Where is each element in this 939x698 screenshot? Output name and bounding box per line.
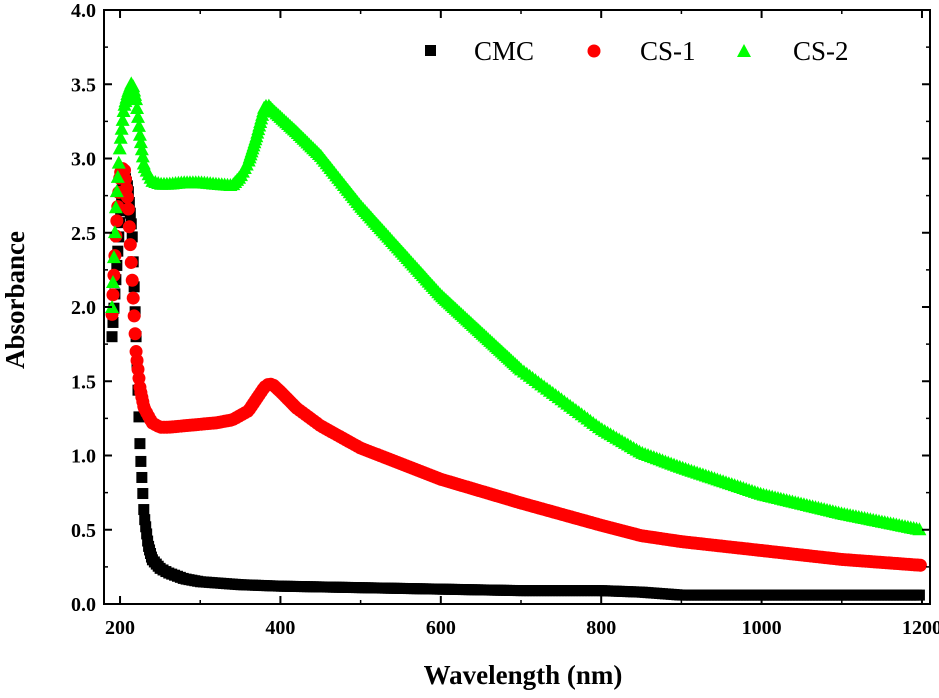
legend-marker-cmc [425, 45, 436, 56]
legend-marker-cs1 [587, 44, 601, 58]
data-point-cs1 [128, 327, 142, 341]
data-point-cmc [136, 471, 148, 483]
data-point-cs2 [105, 300, 120, 313]
data-point-cmc [133, 411, 145, 423]
data-point-cs1 [123, 238, 137, 252]
data-point-cs1 [107, 268, 121, 282]
data-point-cmc [134, 438, 146, 450]
legend: CMC CS-1 CS-2 [425, 36, 849, 66]
y-tick-label: 2.0 [71, 297, 96, 319]
x-tick-label: 800 [586, 617, 616, 639]
data-point-cs1 [106, 288, 120, 302]
data-point-cs2 [912, 522, 927, 536]
legend-label-cs1: CS-1 [640, 36, 696, 66]
axes-layer: 200 400 600 800 1000 1200 0.0 0.5 1.0 1.5 2.0 2.5 3.… [71, 0, 939, 639]
data-point-cs1 [120, 190, 134, 204]
data-point-cs2 [105, 275, 120, 289]
data-point-cs1 [122, 220, 136, 234]
x-tick-label: 400 [265, 617, 295, 639]
y-axis-title: Absorbance [0, 231, 30, 369]
x-tick-label: 200 [105, 617, 135, 639]
y-tick-label: 1.5 [71, 371, 96, 393]
data-point-cs2 [106, 250, 121, 264]
series-layer [105, 76, 927, 601]
data-point-cs2 [110, 169, 125, 183]
data-point-cs2 [133, 135, 148, 149]
data-point-cs2 [134, 142, 149, 156]
data-point-cs2 [111, 155, 126, 169]
x-axis-title: Wavelength (nm) [424, 660, 623, 690]
data-point-cmc [138, 504, 150, 516]
data-point-cs1 [127, 309, 141, 323]
x-tick-label: 1000 [742, 617, 782, 639]
legend-label-cs2: CS-2 [793, 36, 849, 66]
data-point-cs2 [130, 101, 145, 115]
x-tick-label: 600 [426, 617, 456, 639]
data-point-cs2 [131, 118, 146, 132]
plot-frame [103, 9, 931, 605]
legend-label-cmc: CMC [474, 36, 534, 66]
data-point-cs1 [124, 255, 138, 269]
data-point-cmc [106, 331, 118, 343]
data-point-cmc [137, 488, 149, 500]
data-point-cs2 [107, 225, 122, 239]
data-point-cmc [111, 259, 123, 271]
y-tick-label: 0.5 [71, 520, 96, 542]
data-point-cs2 [129, 92, 144, 106]
data-point-cs2 [131, 109, 146, 123]
y-tick-label: 0.0 [71, 594, 96, 616]
data-point-cs1 [126, 291, 140, 305]
data-point-cmc [135, 455, 147, 467]
data-point-cmc [139, 514, 151, 526]
data-point-cs2 [114, 121, 129, 135]
data-point-cs1 [125, 273, 139, 287]
data-point-cmc [128, 281, 140, 293]
y-tick-label: 2.5 [71, 223, 96, 245]
y-tick-label: 1.0 [71, 446, 96, 468]
y-tick-label: 3.0 [71, 149, 96, 171]
data-point-cs1 [121, 202, 135, 216]
y-tick-label: 3.5 [71, 74, 96, 96]
data-point-cmc [141, 528, 153, 540]
data-point-cmc [107, 316, 119, 328]
data-point-cs2 [135, 149, 150, 163]
data-point-cs2 [108, 200, 123, 214]
data-point-cmc [126, 231, 138, 243]
data-point-cs1 [110, 214, 124, 228]
data-point-cmc [913, 589, 925, 601]
x-tick-label: 1200 [902, 617, 939, 639]
y-tick-label: 4.0 [71, 0, 96, 22]
data-point-cs2 [113, 130, 128, 144]
data-point-cs2 [132, 127, 147, 141]
data-point-cs1 [913, 558, 927, 572]
legend-marker-cs2 [737, 44, 751, 57]
data-point-cs2 [112, 141, 127, 155]
data-point-cmc [140, 521, 152, 533]
data-point-cs2 [115, 112, 130, 126]
data-point-cs2 [109, 184, 124, 198]
